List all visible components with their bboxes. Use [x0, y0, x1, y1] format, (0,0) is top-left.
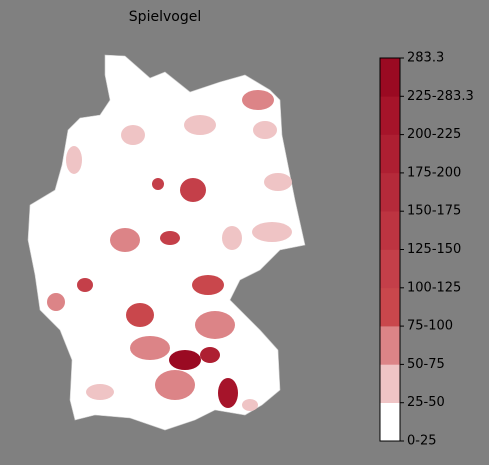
- colorbar-segment: [380, 172, 400, 212]
- colorbar-segment: [380, 364, 400, 403]
- district: [180, 178, 206, 202]
- colorbar-segment: [380, 211, 400, 250]
- district: [126, 303, 154, 327]
- colorbar-label: 100-125: [407, 280, 461, 295]
- district: [155, 370, 195, 400]
- district: [252, 222, 292, 242]
- district: [195, 311, 235, 339]
- district: [264, 173, 292, 191]
- district: [184, 115, 216, 135]
- colorbar-segment: [380, 249, 400, 289]
- district: [121, 125, 145, 145]
- district: [66, 146, 82, 174]
- map: [27, 54, 306, 431]
- colorbar-segment: [380, 96, 400, 135]
- colorbar-label: 125-150: [407, 242, 461, 257]
- district: [242, 90, 274, 110]
- colorbar-segment: [380, 134, 400, 174]
- title: Spielvogel: [129, 9, 201, 25]
- colorbar-label: 225-283.3: [407, 89, 474, 104]
- district: [200, 347, 220, 363]
- colorbar-label: 75-100: [407, 319, 453, 334]
- colorbar-label: 50-75: [407, 357, 445, 372]
- colorbar-label: 0-25: [407, 434, 437, 449]
- district: [160, 231, 180, 245]
- colorbar-label: 25-50: [407, 395, 445, 410]
- colorbar-segment: [380, 58, 400, 97]
- district: [130, 336, 170, 360]
- colorbar-segment: [380, 326, 400, 365]
- district: [86, 384, 114, 400]
- district: [242, 399, 258, 411]
- colorbar-label: 283.3: [407, 51, 444, 66]
- districts: [47, 90, 292, 411]
- colorbar-label: 200-225: [407, 127, 461, 142]
- district: [47, 293, 65, 311]
- district: [192, 275, 224, 295]
- district: [253, 121, 277, 139]
- colorbar-segment: [380, 287, 400, 327]
- district: [152, 178, 164, 190]
- district: [110, 228, 140, 252]
- colorbar-label: 175-200: [407, 165, 461, 180]
- colorbar-segment: [380, 402, 400, 442]
- colorbar-label: 150-175: [407, 204, 461, 219]
- district: [77, 278, 93, 292]
- district: [218, 378, 238, 408]
- district: [169, 350, 201, 370]
- colorbar: 0-25 25-50 50-75 75-100 100-125 125-150 150-17…: [379, 51, 474, 449]
- district: [222, 226, 242, 250]
